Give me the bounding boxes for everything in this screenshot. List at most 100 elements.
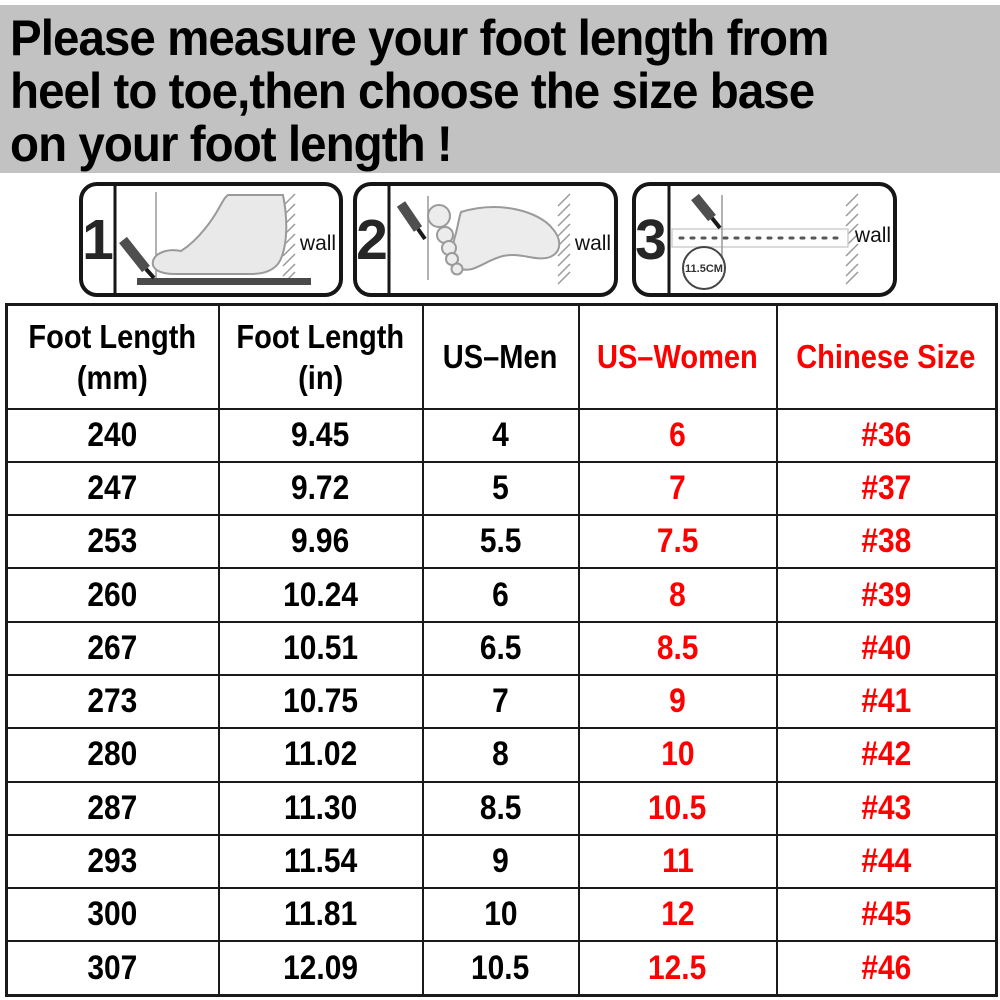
table-cell-text: 12 [660,895,695,934]
table-body: 240 9.45 4 6 #36 247 9.72 5 7 #37 253 9.96 5.5 7.5 #38… [5,407,998,997]
table-cell-text: #43 [861,788,912,827]
table-cell-text: 10.24 [283,575,358,614]
table-header-text: Foot Length [28,317,197,355]
table-cell: #38 [775,514,998,570]
banner: Please measure your foot length from hee… [0,5,1000,173]
table-cell-text: 9.72 [291,468,350,507]
table-cell: 12.5 [577,940,778,997]
pencil-icon [396,201,427,241]
table-cell: 12.09 [217,940,424,997]
table-cell: 247 [5,460,220,517]
table-cell: 10.75 [217,673,424,730]
table-cell-text: 7 [492,682,509,721]
step-number: 1 [82,208,114,272]
table-cell: 267 [5,620,220,676]
table-cell: #44 [775,833,998,890]
table-row: 247 9.72 5 7 #37 [5,460,998,517]
table-cell: 11.54 [217,833,424,890]
table-header-text: (in) [297,358,344,396]
floor-bar [137,278,311,285]
table-cell-text: 267 [87,628,138,667]
table-cell: 307 [5,940,220,997]
table-cell-text: 240 [87,415,138,454]
measuring-steps: 1 wall 2 [0,182,1000,298]
table-cell: 5.5 [421,514,580,570]
table-cell-text: #41 [861,682,912,721]
table-cell: 273 [5,673,220,730]
table-cell: #46 [775,940,998,997]
table-cell: 8.5 [421,780,580,836]
table-cell: 240 [5,407,220,463]
table-cell: 7 [421,673,580,730]
table-cell: 6 [577,407,778,463]
table-row: 273 10.75 7 9 #41 [5,673,998,730]
table-cell: 4 [421,407,580,463]
table-row: 260 10.24 6 8 #39 [5,567,998,623]
step-number: 3 [635,208,667,272]
footprint-icon [427,204,561,276]
table-cell-text: 293 [87,842,138,881]
table-row: 307 12.09 10.5 12.5 #46 [5,940,998,997]
table-cell: 5 [421,460,580,517]
table-row: 253 9.96 5.5 7.5 #38 [5,514,998,570]
table-cell: 9.72 [217,460,424,517]
table-cell-text: 5.5 [479,522,522,561]
table-cell: 260 [5,567,220,623]
table-row: 293 11.54 9 11 #44 [5,833,998,890]
table-cell: 9 [577,673,778,730]
pencil-icon [691,193,722,230]
measure-step-1-diagram: 1 wall [79,182,343,297]
table-cell-text: 7.5 [656,522,699,561]
table-cell: 10.24 [217,567,424,623]
table-header-cell: US–Men [421,303,580,410]
table-cell: 11.02 [217,727,424,783]
table-cell-text: 287 [87,788,138,827]
table-cell: #45 [775,887,998,943]
table-cell: #36 [775,407,998,463]
table-cell: 6.5 [421,620,580,676]
table-header-cell: Chinese Size [775,303,998,410]
size-table: Foot Length (mm) Foot Length (in) US–Men US–W… [5,303,998,997]
table-cell-text: #40 [861,628,912,667]
table-cell: 11.81 [217,887,424,943]
table-cell: #41 [775,673,998,730]
table-cell-text: 8.5 [479,788,522,827]
table-cell-text: #44 [861,842,912,881]
table-cell: 10 [421,887,580,943]
table-cell: 9.45 [217,407,424,463]
table-cell: 10.5 [577,780,778,836]
table-cell-text: 8.5 [656,628,699,667]
table-cell: #39 [775,567,998,623]
table-header-text: Chinese Size [796,338,976,376]
table-cell-text: 247 [87,468,138,507]
table-header-text: US–Women [597,338,758,376]
table-cell: 11.30 [217,780,424,836]
table-cell-text: 8 [669,575,686,614]
table-header-cell: Foot Length (mm) [5,303,220,410]
table-cell: #40 [775,620,998,676]
table-cell-text: 6 [492,575,509,614]
table-cell-text: 273 [87,682,138,721]
table-cell-text: 6.5 [479,628,522,667]
ruler-length-label: 11.5CM [685,263,723,275]
table-cell: 287 [5,780,220,836]
table-cell: #43 [775,780,998,836]
step-number: 2 [356,208,388,272]
table-cell: 10 [577,727,778,783]
table-cell: 7.5 [577,514,778,570]
ruler-length-circle [682,246,726,290]
table-cell: 9.96 [217,514,424,570]
table-cell-text: 9.45 [291,415,350,454]
table-cell: 7 [577,460,778,517]
table-cell-text: 9 [492,842,509,881]
table-cell-text: 10 [660,735,695,774]
size-table-wrap: Foot Length (mm) Foot Length (in) US–Men US–W… [5,303,998,997]
table-cell: 253 [5,514,220,570]
wall-label: wall [299,232,336,255]
table-cell: 280 [5,727,220,783]
table-cell: 8.5 [577,620,778,676]
table-cell: 8 [421,727,580,783]
table-cell-text: 10 [483,895,518,934]
table-cell-text: 10.51 [283,628,358,667]
